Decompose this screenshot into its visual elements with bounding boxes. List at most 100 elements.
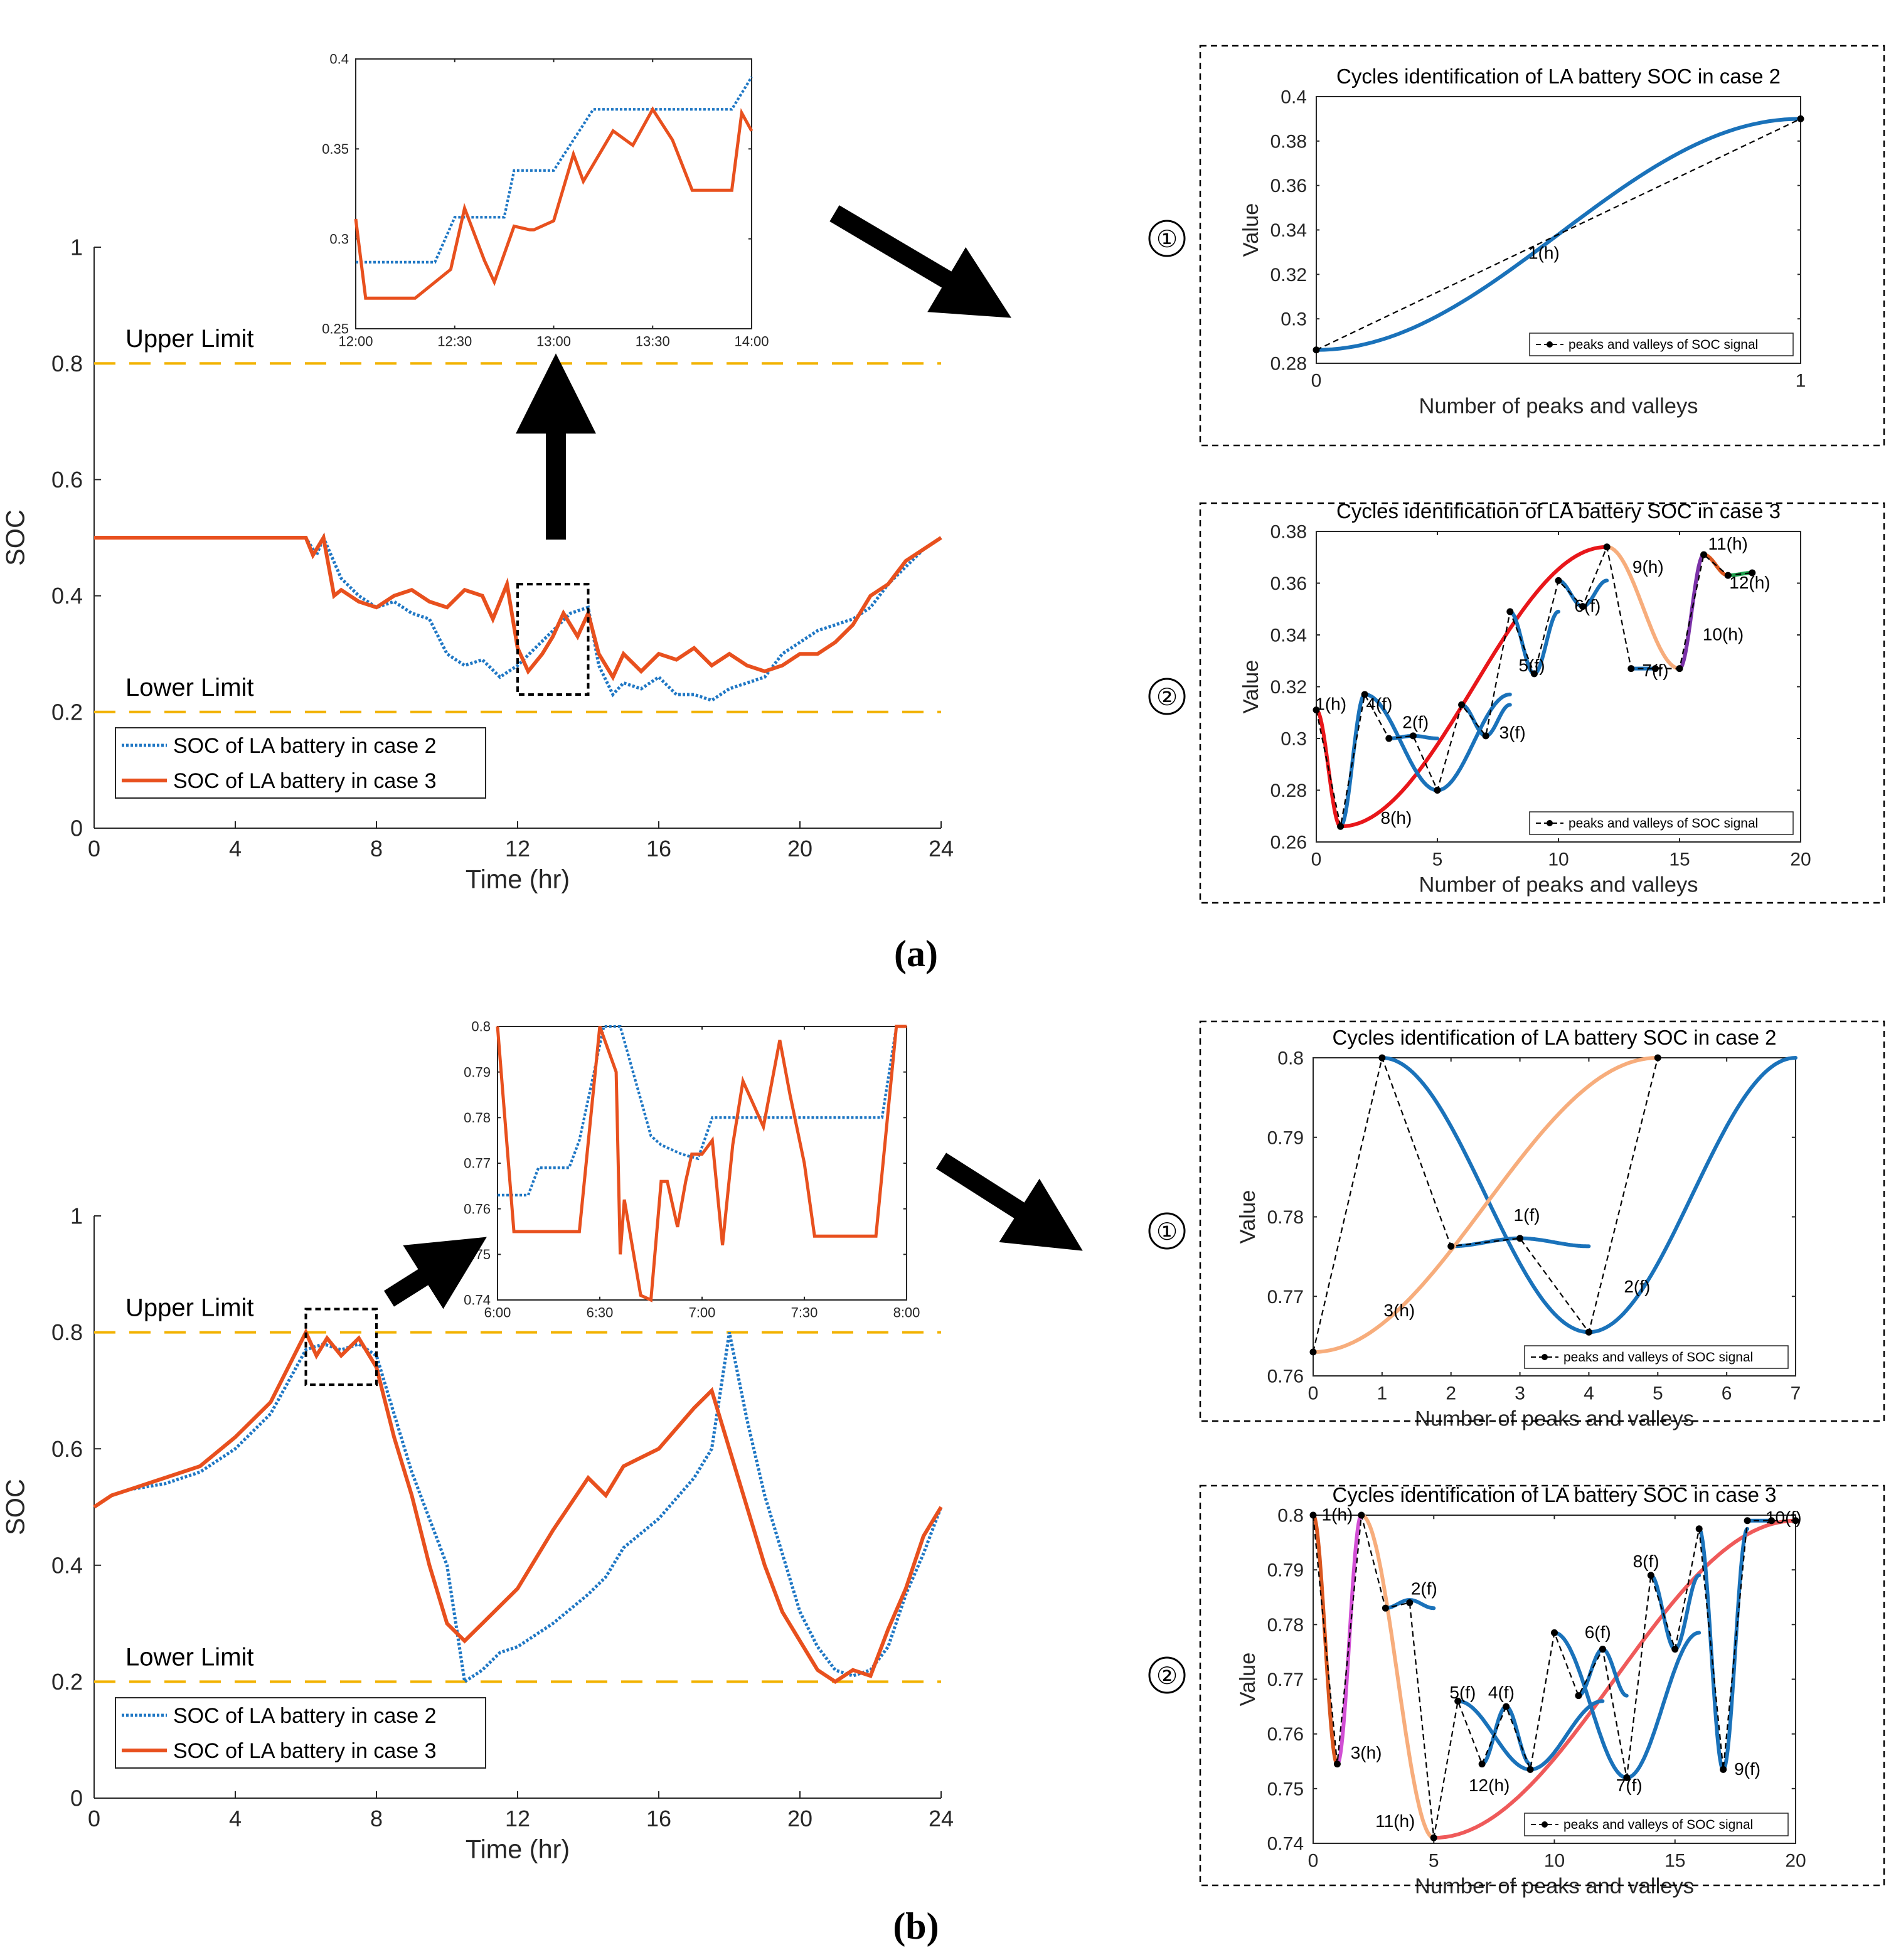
axes-box	[1316, 531, 1801, 843]
x-tick-label: 13:00	[536, 334, 571, 349]
chart-b-r2: 0 5 10 15 20 0.74 0.75 0.76 0.77 0.78 0.79 0.8 Numbe…	[1236, 1483, 1806, 1899]
cycle-label: 2(f)	[1402, 713, 1429, 732]
cycle-curve	[1432, 1518, 1797, 1840]
cycle-label: 1(h)	[1528, 243, 1560, 263]
x-tick-label: 4	[1584, 1383, 1594, 1404]
x-tick-label: 0	[88, 1806, 100, 1831]
cycle-curve	[1359, 1513, 1436, 1840]
series-line-case3	[496, 1025, 907, 1302]
peak-valley-point	[1744, 1517, 1751, 1525]
axes-box	[1313, 1057, 1796, 1377]
peak-valley-point	[1792, 1517, 1799, 1525]
chart-b-r1: 0 1 2 3 4 5 6 7 0.76 0.77 0.78 0.79 0.8 Number of pea…	[1236, 1026, 1801, 1431]
peak-valley-point	[1409, 732, 1417, 740]
peak-valley-point	[1361, 691, 1368, 698]
x-tick-label: 6	[1722, 1383, 1732, 1404]
y-axis-label: Value	[1239, 660, 1263, 714]
y-axis-label: SOC	[1, 1479, 29, 1535]
cycle-label: 9(f)	[1734, 1759, 1760, 1779]
y-tick-label: 0.4	[1281, 87, 1307, 108]
x-tick-label: 15	[1669, 850, 1690, 870]
legend-box	[1524, 1813, 1789, 1836]
axes-box	[497, 1026, 907, 1301]
panel-label-b: (b)	[893, 1905, 939, 1947]
x-tick-label: 20	[787, 836, 812, 861]
cycle-curve	[1311, 1056, 1660, 1354]
x-tick-label: 5	[1432, 850, 1443, 870]
cycle-label: 11(h)	[1375, 1811, 1415, 1831]
circle-marker-a1: ①	[1148, 220, 1186, 257]
x-tick-label: 0	[88, 836, 100, 861]
series-line-case2	[93, 1332, 943, 1685]
circle-marker-b2: ②	[1148, 1656, 1186, 1694]
cycle-curve	[1587, 1056, 1797, 1334]
zoom-box	[516, 583, 590, 696]
y-tick-label: 0	[70, 816, 83, 841]
y-tick-label: 0.38	[1270, 522, 1307, 543]
y-tick-label: 0	[70, 1786, 83, 1811]
y-tick-label: 0.77	[1267, 1670, 1304, 1690]
legend-box	[1529, 333, 1794, 356]
y-tick-label: 0.76	[1267, 1724, 1304, 1745]
y-tick-label: 0.8	[51, 351, 83, 376]
x-tick-label: 1	[1796, 371, 1806, 391]
cycle-label: 3(h)	[1351, 1743, 1382, 1762]
legend-marker	[1547, 820, 1553, 826]
series-line-case3	[93, 1328, 943, 1684]
y-tick-label: 0.8	[51, 1319, 83, 1345]
legend-label: peaks and valleys of SOC signal	[1563, 1350, 1753, 1365]
y-tick-label: 0.75	[1267, 1779, 1304, 1799]
x-axis-label: Time (hr)	[466, 1835, 570, 1863]
y-tick-label: 0.3	[329, 231, 349, 247]
legend-marker	[1542, 1354, 1548, 1360]
peak-valley-point	[1313, 706, 1320, 714]
peak-valley-point	[1333, 1760, 1341, 1768]
cycle-curve	[1697, 1526, 1725, 1772]
zoom-arrow-b-right	[935, 1153, 1083, 1251]
cycle-label: 7(f)	[1642, 661, 1668, 680]
plot-area	[1313, 1058, 1796, 1376]
x-tick-label: 6:30	[587, 1305, 614, 1321]
cycle-label: 6(f)	[1585, 1622, 1611, 1642]
box-a-r2	[1199, 502, 1885, 904]
y-tick-label: 0.78	[1267, 1615, 1304, 1636]
chart-title: Cycles identification of LA battery SOC …	[1332, 1026, 1776, 1049]
y-tick-label: 0.76	[1267, 1366, 1304, 1387]
cycle-label: 1(h)	[1322, 1505, 1353, 1525]
peak-valley-point	[1627, 665, 1635, 673]
x-tick-label: 2	[1446, 1383, 1456, 1404]
svg-text:②: ②	[1156, 1663, 1178, 1690]
y-tick-label: 0.78	[1267, 1207, 1304, 1228]
cycle-curve	[1407, 1598, 1436, 1611]
x-axis-label: Number of peaks and valleys	[1419, 395, 1698, 418]
peak-valley-point	[1768, 1517, 1776, 1525]
y-tick-label: 0.8	[471, 1019, 491, 1035]
x-tick-label: 7:30	[791, 1305, 818, 1321]
peak-valley-point	[1482, 732, 1489, 740]
cycle-curve	[1508, 609, 1537, 676]
x-tick-label: 12:30	[437, 334, 472, 349]
peak-valley-point	[1506, 608, 1514, 615]
cycle-label: 3(f)	[1499, 723, 1526, 742]
legend-label: peaks and valleys of SOC signal	[1568, 338, 1758, 352]
x-tick-label: 14:00	[734, 334, 769, 349]
cycle-label: 1(h)	[1315, 695, 1346, 714]
y-tick-label: 0.25	[322, 321, 349, 337]
svg-text:①: ①	[1156, 1219, 1178, 1245]
peak-valley-point	[1585, 1328, 1592, 1336]
cycle-label: 7(f)	[1616, 1776, 1643, 1795]
y-tick-label: 0.2	[51, 699, 83, 725]
peaks-valleys-line	[1316, 118, 1801, 351]
cycle-label: 12(h)	[1469, 1776, 1510, 1795]
peak-valley-point	[1720, 1766, 1727, 1773]
x-tick-label: 1	[1377, 1383, 1388, 1404]
x-tick-label: 4	[229, 1806, 242, 1831]
y-axis-label: Value	[1236, 1653, 1260, 1707]
x-tick-label: 8	[370, 1806, 383, 1831]
x-tick-label: 24	[929, 836, 954, 861]
upper-limit-label: Upper Limit	[125, 325, 254, 353]
x-tick-label: 10	[1548, 850, 1568, 870]
chart-a-r1: 0 1 0.28 0.3 0.32 0.34 0.36 0.38 0.4 Number of pe…	[1239, 65, 1806, 418]
peak-valley-point	[1309, 1511, 1317, 1519]
